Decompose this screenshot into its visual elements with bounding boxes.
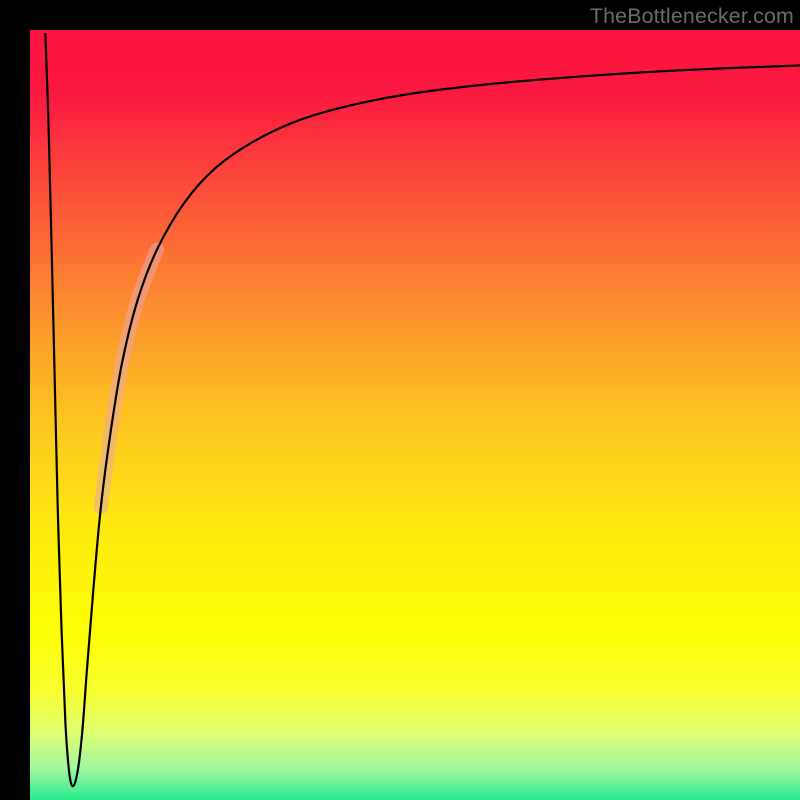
curve-layer <box>0 0 800 800</box>
watermark-label: TheBottlenecker.com <box>590 4 794 29</box>
bottleneck-curve <box>45 34 800 786</box>
bottleneck-chart: TheBottlenecker.com <box>0 0 800 800</box>
highlight-band <box>101 249 157 507</box>
